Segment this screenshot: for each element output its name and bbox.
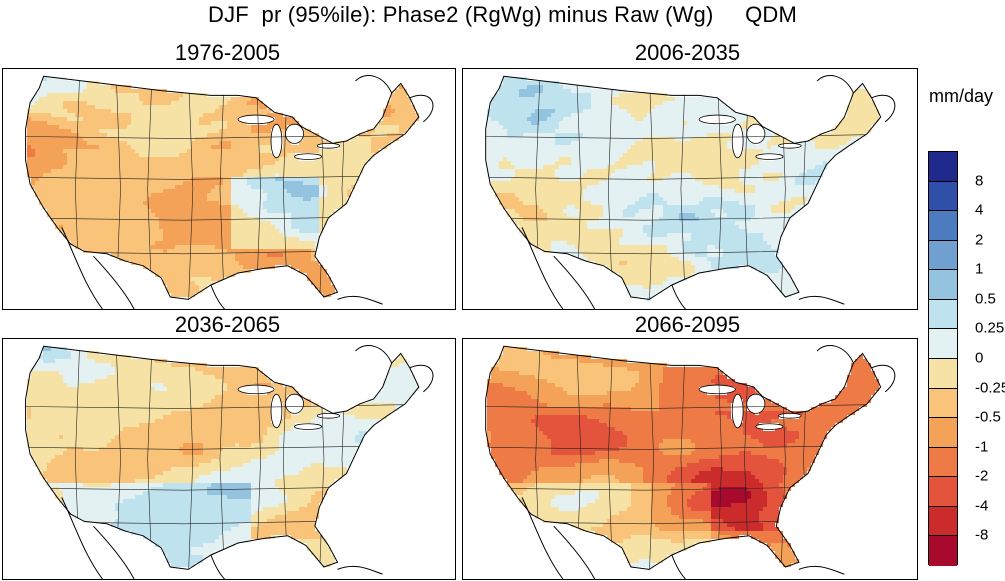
neighbor-coastline bbox=[93, 525, 135, 579]
precip-field bbox=[27, 77, 419, 297]
great-lake bbox=[316, 413, 341, 419]
great-lake bbox=[755, 153, 784, 160]
colorbar-tick-label: 1 bbox=[975, 260, 984, 278]
panel-title-3: 2036-2065 bbox=[174, 312, 281, 337]
colorbar-swatch bbox=[929, 240, 957, 271]
neighbor-coastline bbox=[553, 255, 596, 309]
colorbar-tick-label: -8 bbox=[975, 526, 989, 544]
colorbar-swatch bbox=[929, 329, 957, 359]
colorbar bbox=[928, 151, 958, 566]
great-lake bbox=[731, 123, 744, 159]
precip-field bbox=[487, 347, 879, 571]
neighbor-coastline bbox=[553, 525, 596, 579]
precip-field bbox=[487, 77, 879, 301]
colorbar-swatch bbox=[929, 447, 957, 478]
great-lake bbox=[755, 423, 784, 430]
neighbor-coastline bbox=[521, 497, 564, 579]
great-lake bbox=[237, 384, 275, 395]
neighbor-coastline bbox=[409, 94, 434, 123]
map-canvas-1 bbox=[25, 75, 434, 309]
colorbar-swatch bbox=[929, 388, 957, 419]
colorbar-tick-label: 0 bbox=[975, 349, 984, 367]
great-lake bbox=[285, 123, 304, 144]
neighbor-coastline bbox=[816, 345, 854, 364]
map-panel-2 bbox=[462, 68, 918, 310]
great-lake bbox=[294, 423, 323, 430]
great-lake bbox=[746, 123, 766, 144]
colorbar-units: mm/day bbox=[929, 86, 994, 106]
map-panel-1 bbox=[2, 68, 456, 310]
neighbor-coastline bbox=[355, 75, 393, 94]
panel-title-4: 2066-2095 bbox=[634, 312, 741, 337]
neighbor-coastline bbox=[61, 227, 103, 309]
neighbor-coastline bbox=[798, 295, 845, 305]
great-lake bbox=[746, 393, 766, 414]
great-lake bbox=[237, 114, 275, 125]
colorbar-swatch bbox=[929, 181, 957, 212]
neighbor-coastline bbox=[355, 345, 393, 364]
map-canvas-2 bbox=[485, 75, 896, 309]
neighbor-coastline bbox=[816, 75, 854, 94]
colorbar-swatch bbox=[929, 299, 957, 330]
colorbar-tick-label: 4 bbox=[975, 201, 984, 219]
colorbar-tick-label: -0.25 bbox=[975, 379, 1005, 397]
colorbar-tick-label: 2 bbox=[975, 231, 984, 249]
neighbor-coastline bbox=[210, 284, 225, 309]
great-lake bbox=[316, 143, 341, 149]
neighbor-coastline bbox=[337, 565, 383, 575]
great-lake bbox=[270, 123, 283, 159]
panel-title-1: 1976-2005 bbox=[174, 40, 281, 65]
neighbor-coastline bbox=[671, 284, 686, 309]
colorbar-tick-label: 0.5 bbox=[975, 290, 996, 308]
neighbor-coastline bbox=[671, 554, 686, 579]
colorbar-tick-label: -2 bbox=[975, 467, 989, 485]
neighbor-coastline bbox=[798, 565, 845, 575]
colorbar-tick-label: -0.5 bbox=[975, 408, 1001, 426]
neighbor-coastline bbox=[210, 554, 225, 579]
conus-outline bbox=[485, 345, 882, 570]
neighbor-coastline bbox=[871, 364, 896, 393]
colorbar-tick-label: -4 bbox=[975, 497, 989, 515]
neighbor-coastline bbox=[409, 364, 434, 393]
map-canvas-3 bbox=[25, 345, 434, 579]
colorbar-swatch bbox=[929, 477, 957, 507]
colorbar-swatch bbox=[929, 152, 957, 182]
conus-outline bbox=[485, 75, 882, 300]
panel-title-2: 2006-2035 bbox=[634, 40, 741, 65]
neighbor-coastline bbox=[61, 497, 103, 579]
colorbar-tick-label: -1 bbox=[975, 438, 989, 456]
great-lake bbox=[270, 393, 283, 429]
conus-outline bbox=[25, 75, 420, 300]
neighbor-coastline bbox=[337, 295, 383, 305]
colorbar-tick-label: 8 bbox=[975, 172, 984, 190]
colorbar-swatch bbox=[929, 358, 957, 389]
colorbar-swatch bbox=[929, 270, 957, 300]
great-lake bbox=[294, 153, 323, 160]
conus-outline bbox=[25, 345, 420, 570]
colorbar-swatch bbox=[929, 211, 957, 241]
map-panel-3 bbox=[2, 338, 456, 580]
great-lake bbox=[778, 143, 802, 149]
great-lake bbox=[285, 393, 304, 414]
great-lake bbox=[698, 114, 736, 125]
neighbor-coastline bbox=[871, 94, 896, 123]
colorbar-swatch bbox=[929, 536, 957, 566]
neighbor-coastline bbox=[521, 227, 564, 309]
neighbor-coastline bbox=[93, 255, 135, 309]
great-lake bbox=[778, 413, 802, 419]
colorbar-swatch bbox=[929, 506, 957, 537]
map-panel-4 bbox=[462, 338, 918, 580]
map-canvas-4 bbox=[485, 345, 896, 579]
great-lake bbox=[698, 384, 736, 395]
colorbar-tick-label: 0.25 bbox=[975, 319, 1005, 337]
colorbar-swatch bbox=[929, 418, 957, 448]
figure-title: DJF pr (95%ile): Phase2 (RgWg) minus Raw… bbox=[207, 2, 798, 27]
great-lake bbox=[731, 393, 744, 429]
